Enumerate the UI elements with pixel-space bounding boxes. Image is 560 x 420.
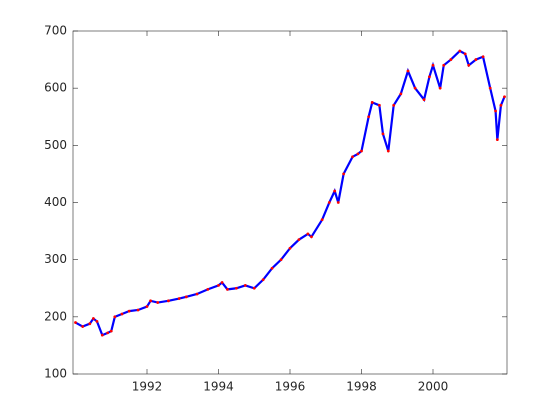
price-marker: [106, 331, 110, 335]
price-marker: [109, 329, 113, 333]
price-marker: [310, 235, 313, 239]
y-tick-label: 300: [44, 252, 67, 266]
price-marker: [488, 86, 492, 90]
price-marker: [458, 49, 462, 53]
price-marker: [167, 299, 170, 303]
price-marker: [306, 232, 310, 236]
price-marker: [367, 115, 371, 119]
price-marker: [406, 69, 410, 73]
price-marker: [449, 58, 453, 61]
price-marker: [495, 138, 499, 142]
y-tick-label: 200: [44, 309, 67, 323]
price-marker: [467, 63, 471, 67]
price-marker: [297, 238, 301, 242]
price-marker: [481, 55, 485, 59]
y-tick-label: 400: [44, 195, 67, 209]
price-marker: [494, 109, 497, 113]
price-marker: [91, 317, 95, 320]
price-marker: [226, 287, 229, 291]
price-marker: [342, 172, 346, 176]
price-marker: [463, 52, 467, 56]
price-marker: [360, 149, 363, 153]
price-marker: [100, 333, 104, 337]
x-tick-label: 1994: [203, 380, 234, 394]
price-marker: [81, 325, 85, 328]
price-marker: [370, 101, 374, 104]
price-marker: [243, 283, 247, 287]
price-marker: [136, 308, 140, 312]
price-line: [74, 49, 506, 337]
x-tick-label: 2000: [418, 380, 449, 394]
y-tick-label: 100: [44, 367, 67, 381]
price-marker: [127, 309, 131, 313]
y-tick-label: 700: [44, 24, 67, 38]
price-marker: [206, 287, 210, 291]
price-marker: [386, 149, 390, 153]
price-marker: [413, 86, 417, 90]
price-marker: [333, 189, 337, 193]
price-marker: [149, 299, 152, 303]
price-marker: [288, 246, 292, 250]
price-marker: [428, 75, 431, 79]
price-marker: [145, 305, 149, 308]
price-marker: [95, 320, 99, 323]
price-marker: [74, 321, 77, 324]
price-marker: [217, 283, 220, 287]
price-marker: [399, 92, 403, 96]
price-marker: [474, 58, 478, 61]
price-marker: [113, 315, 117, 319]
price-marker: [327, 201, 331, 204]
price-marker: [270, 266, 274, 270]
price-marker: [252, 286, 256, 290]
price-marker: [442, 63, 446, 67]
price-marker: [261, 278, 265, 282]
y-tick-label: 600: [44, 81, 67, 95]
price-marker: [184, 295, 188, 299]
price-marker: [431, 63, 435, 67]
price-marker: [320, 218, 324, 222]
price-marker: [351, 155, 354, 159]
price-marker: [156, 301, 160, 304]
price-marker: [422, 98, 426, 101]
x-tick-label: 1992: [132, 380, 163, 394]
price-marker: [356, 152, 360, 156]
price-marker: [279, 258, 283, 262]
price-marker: [377, 103, 381, 107]
price-marker: [234, 286, 238, 290]
price-marker: [195, 292, 199, 296]
price-marker: [438, 86, 442, 90]
x-tick-label: 1998: [346, 380, 377, 394]
price-marker: [381, 132, 385, 136]
y-tick-label: 500: [44, 138, 67, 152]
plot-area: [72, 30, 508, 375]
x-tick-label: 1996: [275, 380, 306, 394]
price-marker: [503, 95, 506, 99]
price-marker: [220, 281, 224, 284]
price-marker: [392, 103, 396, 107]
price-marker: [177, 297, 181, 300]
price-marker: [120, 312, 124, 316]
price-marker: [499, 103, 503, 107]
price-marker: [336, 201, 340, 204]
price-marker: [88, 322, 92, 326]
